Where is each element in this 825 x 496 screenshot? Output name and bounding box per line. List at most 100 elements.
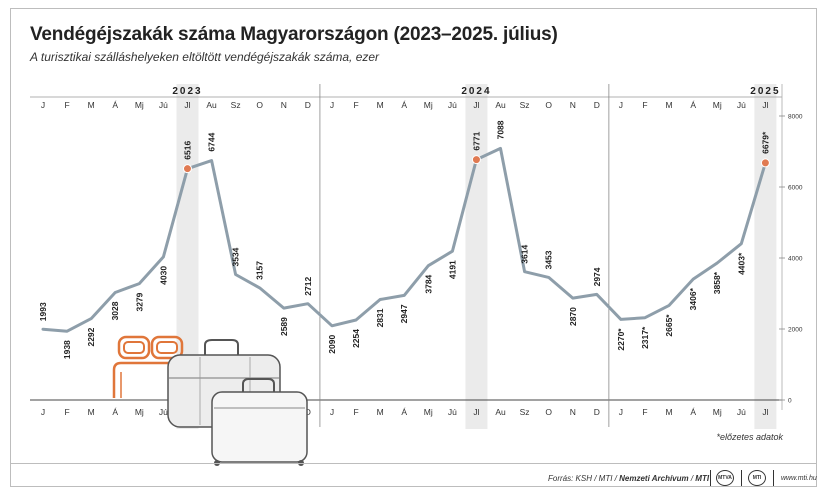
data-label: 3453 bbox=[544, 250, 554, 269]
highlight-band bbox=[465, 84, 488, 429]
month-tick-label: M bbox=[666, 407, 673, 417]
month-tick-label: J bbox=[330, 407, 334, 417]
month-tick-label: N bbox=[570, 100, 576, 110]
chart-subtitle: A turisztikai szálláshelyeken eltöltött … bbox=[30, 50, 380, 64]
bed-pillow-inner bbox=[123, 341, 145, 354]
data-label: 4191 bbox=[447, 260, 457, 279]
month-tick-label: M bbox=[377, 407, 384, 417]
month-tick-label: D bbox=[305, 100, 311, 110]
month-tick-label: O bbox=[545, 407, 552, 417]
footer-separator bbox=[741, 470, 742, 486]
source-credit: Forrás: KSH / MTI / Nemzeti Archívum / M… bbox=[548, 474, 709, 483]
data-label: 1938 bbox=[62, 340, 72, 359]
month-tick-label: O bbox=[256, 100, 263, 110]
data-label: 3534 bbox=[231, 247, 241, 266]
month-tick-label: D bbox=[305, 407, 311, 417]
month-tick-label: F bbox=[64, 100, 69, 110]
data-label: 7088 bbox=[496, 120, 506, 139]
month-tick-label: Á bbox=[112, 407, 118, 417]
month-tick-label: Au bbox=[495, 100, 506, 110]
month-tick-label: Jl bbox=[762, 407, 768, 417]
suitcase-front bbox=[211, 391, 308, 463]
y-tick-label: 2000 bbox=[788, 327, 803, 334]
data-label: 2270* bbox=[616, 328, 626, 351]
month-tick-label: M bbox=[88, 100, 95, 110]
data-label: 3614 bbox=[520, 245, 530, 264]
mtva-logo: MTVA bbox=[716, 470, 734, 486]
month-tick-label: M bbox=[666, 100, 673, 110]
data-label: 6771 bbox=[471, 131, 481, 150]
data-label: 3279 bbox=[134, 292, 144, 311]
month-tick-label: Á bbox=[401, 407, 407, 417]
month-tick-label: J bbox=[41, 100, 45, 110]
bed-pillow-outline bbox=[117, 335, 151, 360]
month-tick-label: F bbox=[642, 100, 647, 110]
footer-separator bbox=[710, 470, 711, 486]
bed-frame bbox=[112, 361, 196, 398]
month-tick-label: J bbox=[41, 407, 45, 417]
data-label: 6744 bbox=[207, 132, 217, 151]
month-tick-label: Mj bbox=[135, 100, 144, 110]
month-tick-label: N bbox=[281, 100, 287, 110]
bed-pillow-outline bbox=[150, 335, 184, 360]
website-link[interactable]: www.mti.hu bbox=[781, 475, 817, 482]
data-label: 2712 bbox=[303, 277, 313, 296]
year-label: 2025 bbox=[750, 86, 780, 97]
data-label: 3028 bbox=[110, 301, 120, 320]
month-tick-label: F bbox=[353, 100, 358, 110]
month-tick-label: D bbox=[594, 100, 600, 110]
month-tick-label: Jl bbox=[184, 100, 190, 110]
month-tick-label: Jú bbox=[159, 407, 168, 417]
data-label: 1993 bbox=[38, 302, 48, 321]
month-tick-label: F bbox=[64, 407, 69, 417]
year-label: 2023 bbox=[172, 86, 202, 97]
month-tick-label: Jú bbox=[159, 100, 168, 110]
footnote: *előzetes adatok bbox=[716, 432, 783, 442]
data-label: 3784 bbox=[423, 274, 433, 293]
month-tick-label: J bbox=[619, 100, 623, 110]
footer-divider bbox=[10, 463, 817, 464]
source-archive: Nemzeti Archívum bbox=[619, 474, 689, 483]
month-tick-label: Á bbox=[112, 100, 118, 110]
data-label: 2831 bbox=[375, 308, 385, 327]
month-tick-label: Mj bbox=[424, 407, 433, 417]
suitcase-handle bbox=[242, 378, 275, 392]
month-tick-label: J bbox=[619, 407, 623, 417]
year-label: 2024 bbox=[461, 86, 491, 97]
month-tick-label: Á bbox=[690, 407, 696, 417]
data-label: 2870 bbox=[568, 307, 578, 326]
month-tick-label: Mj bbox=[424, 100, 433, 110]
y-tick-label: 4000 bbox=[788, 256, 803, 263]
month-tick-label: Jl bbox=[473, 100, 479, 110]
chart-title: Vendégéjszakák száma Magyarországon (202… bbox=[30, 24, 558, 45]
data-label: 6679* bbox=[760, 131, 770, 154]
data-label: 3157 bbox=[255, 261, 265, 280]
footer-separator bbox=[773, 470, 774, 486]
data-label: 4030 bbox=[158, 266, 168, 285]
month-tick-label: D bbox=[594, 407, 600, 417]
data-label: 4403* bbox=[736, 252, 746, 275]
month-tick-label: O bbox=[545, 100, 552, 110]
month-tick-label: F bbox=[353, 407, 358, 417]
month-tick-label: Jú bbox=[737, 100, 746, 110]
mti-logo: MTI bbox=[748, 470, 766, 486]
month-tick-label: Au bbox=[495, 407, 506, 417]
data-point-marker bbox=[760, 158, 770, 168]
source-mti: MTI bbox=[695, 474, 710, 483]
bed-pillow-inner bbox=[156, 341, 178, 354]
month-tick-label: Jú bbox=[448, 407, 457, 417]
suitcase-illustration bbox=[112, 335, 308, 466]
source-prefix: Forrás: KSH / MTI / bbox=[548, 474, 620, 483]
month-tick-label: Mj bbox=[713, 407, 722, 417]
month-tick-label: Sz bbox=[231, 100, 241, 110]
data-label: 2254 bbox=[351, 329, 361, 348]
month-tick-label: Jl bbox=[762, 100, 768, 110]
data-label: 2292 bbox=[86, 327, 96, 346]
y-tick-label: 0 bbox=[788, 398, 792, 405]
month-tick-label: J bbox=[330, 100, 334, 110]
data-label: 2947 bbox=[399, 304, 409, 323]
data-label: 6516 bbox=[183, 141, 193, 160]
month-tick-label: N bbox=[570, 407, 576, 417]
month-tick-label: Mj bbox=[135, 407, 144, 417]
month-tick-label: Au bbox=[206, 100, 217, 110]
